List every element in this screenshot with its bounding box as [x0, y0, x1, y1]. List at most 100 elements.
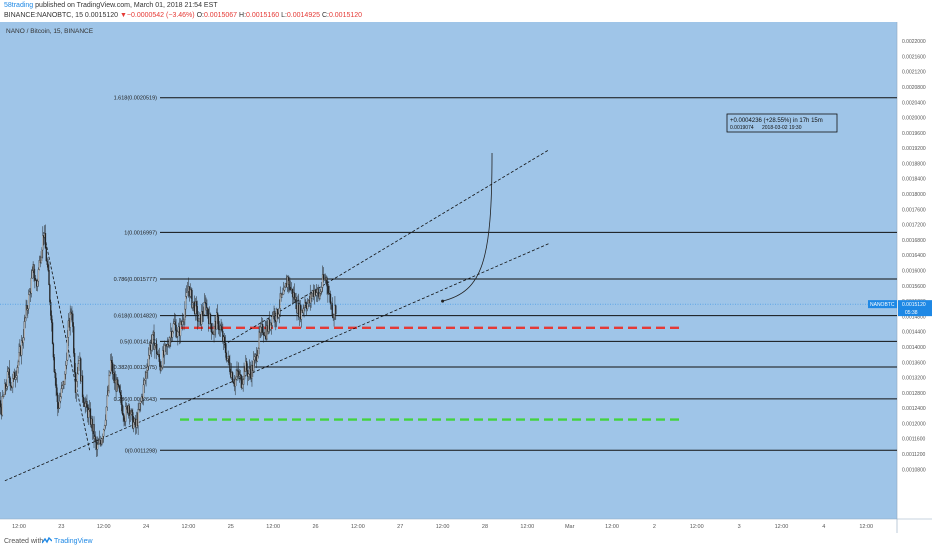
candle-body	[37, 269, 40, 282]
price-scale[interactable]	[897, 22, 932, 519]
candle-body	[36, 280, 39, 287]
candle-body	[218, 329, 220, 331]
candle-body	[89, 408, 92, 425]
candle-body	[195, 301, 198, 307]
plot-area[interactable]	[0, 22, 897, 519]
candle-body	[146, 370, 148, 373]
candle-body	[81, 375, 84, 398]
candle-body	[3, 394, 5, 397]
candle-body	[196, 306, 198, 321]
candle-body	[176, 336, 178, 338]
candle-body	[260, 326, 262, 333]
trend-line[interactable]	[43, 232, 90, 451]
projection-label-box[interactable]	[726, 113, 838, 133]
candle-body	[123, 415, 125, 421]
candle-body	[172, 323, 175, 332]
trend-line[interactable]	[223, 149, 549, 346]
candle-body	[169, 337, 171, 346]
y-tick-label: 0.0014800	[902, 314, 926, 320]
created-with-text: Created with	[4, 538, 44, 545]
time-scale[interactable]	[0, 519, 897, 533]
candle-body	[45, 248, 48, 262]
candle-body	[281, 294, 283, 298]
price-chart[interactable]: NANO / Bitcoin, 15, BINANCE 0.0010800 0.0…	[0, 22, 932, 533]
chart-footer: Created with TradingView	[0, 533, 932, 550]
symbol-tag-text: NANOBTC	[870, 302, 895, 308]
candle-body	[104, 419, 107, 426]
candle-body	[168, 345, 170, 347]
candle-body	[101, 438, 103, 445]
candle-body	[179, 321, 182, 336]
candle-body	[108, 374, 110, 392]
candle-body	[203, 302, 205, 315]
candle-body	[5, 386, 8, 389]
candle-body	[289, 280, 291, 290]
candle-body	[198, 318, 200, 322]
candle-body	[335, 305, 337, 315]
fib-level-label: 0.786(0.0015777)	[114, 277, 158, 283]
candle-body	[279, 293, 281, 309]
y-tick-label: 0.0019600	[902, 131, 926, 137]
y-tick-label: 0.0022000	[902, 39, 926, 45]
candle-body	[73, 326, 75, 354]
candle-body	[42, 235, 44, 251]
candle-body	[229, 362, 231, 373]
candle-body	[224, 342, 227, 353]
candle-body	[66, 337, 69, 361]
y-tick-label: 0.0012400	[902, 406, 926, 412]
fib-level-label: 1(0.0016997)	[124, 230, 157, 236]
candle-body	[271, 314, 273, 326]
trend-line[interactable]	[4, 243, 549, 482]
candle-body	[138, 409, 140, 410]
chart-title: NANO / Bitcoin, 15, BINANCE	[6, 28, 94, 35]
candle-body	[309, 294, 311, 304]
candle-body	[258, 331, 260, 349]
x-tick-label: 12:00	[266, 524, 280, 530]
candle-body	[70, 311, 72, 315]
candle-body	[236, 370, 238, 377]
candle-body	[159, 361, 161, 371]
tradingview-brand[interactable]: TradingView	[54, 538, 93, 545]
candle-body	[202, 314, 205, 315]
projection-path[interactable]	[442, 152, 493, 302]
y-tick-label: 0.0013200	[902, 376, 926, 382]
countdown-text: 05:38	[905, 310, 918, 316]
candle-body	[319, 292, 321, 299]
candle-body	[261, 323, 264, 333]
candle-body	[232, 381, 235, 384]
y-tick-label: 0.0012800	[902, 391, 926, 397]
candle-body	[143, 380, 145, 386]
candle-body	[84, 403, 86, 407]
candle-body	[140, 401, 142, 404]
candle-body	[86, 401, 88, 408]
x-tick-label: 12:00	[182, 524, 196, 530]
candle-body	[96, 444, 99, 450]
high-value: 0.0015160	[246, 12, 280, 19]
candle-body	[116, 379, 118, 392]
publish-info: published on TradingView.com, March 01, …	[35, 2, 218, 9]
candle-body	[73, 353, 76, 373]
candle-body	[58, 400, 61, 409]
author-link[interactable]: 58trading	[4, 2, 34, 9]
candle-body	[226, 358, 228, 361]
candle-body	[213, 325, 215, 335]
candle-body	[322, 274, 325, 280]
projection-date: 2018-03-02 19:30	[762, 125, 802, 131]
candle-body	[51, 315, 53, 323]
candle-body	[118, 384, 120, 387]
candle-body	[278, 308, 280, 315]
candle-body	[329, 294, 332, 305]
candle-body	[160, 366, 162, 371]
candle-body	[156, 343, 158, 355]
current-price-text: 0.0015120	[902, 302, 926, 308]
candle-body	[27, 308, 29, 311]
candle-body	[328, 293, 331, 295]
candle-body	[76, 373, 78, 382]
candle-body	[47, 264, 49, 271]
candle-body	[77, 363, 79, 375]
candle-body	[106, 395, 108, 408]
y-tick-label: 0.0018000	[902, 192, 926, 198]
candle-body	[58, 407, 60, 409]
candle-body	[144, 378, 146, 381]
low-value: 0.0014925	[286, 12, 320, 19]
